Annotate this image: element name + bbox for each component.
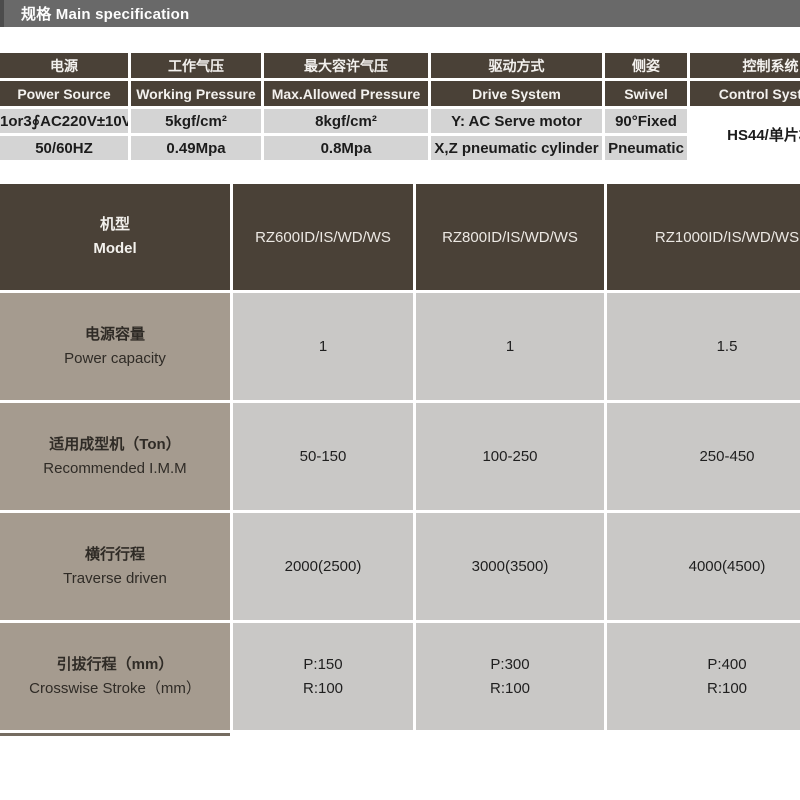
row-label-crosswise-stroke: 引拔行程（mm） Crosswise Stroke（mm）	[0, 623, 230, 730]
row-label-zh: 横行行程	[84, 545, 145, 563]
spec-cell-working-pressure-2: 0.49Mpa	[131, 136, 261, 160]
row-label-en: Traverse driven	[63, 569, 167, 587]
spec-header-row-en: Power Source Working Pressure Max.Allowe…	[0, 81, 800, 106]
spec-header-drive-en: Drive System	[431, 81, 602, 106]
value-imm-rz1000: 250-450	[607, 403, 800, 510]
spec-cell-swivel-1: 90°Fixed	[605, 109, 687, 133]
spec-cell-power-2: 50/60HZ	[0, 136, 128, 160]
spec-data-row-2: 50/60HZ 0.49Mpa 0.8Mpa X,Z pneumatic cyl…	[0, 136, 800, 160]
spec-cell-max-pressure-1: 8kgf/cm²	[264, 109, 428, 133]
spec-cell-power-1: 1or3∮AC220V±10V	[0, 109, 128, 133]
spec-header-row-zh: 电源 工作气压 最大容许气压 驱动方式 侧姿 控制系统	[0, 53, 800, 78]
value-imm-rz600: 50-150	[233, 403, 413, 510]
model-header-label-en: Model	[93, 240, 137, 257]
crosswise-r-value: R:100	[302, 679, 344, 697]
spec-header-control-en: Control System	[690, 81, 800, 106]
section-title: 规格 Main specification	[21, 6, 190, 23]
spec-header-working-pressure-en: Working Pressure	[131, 81, 261, 106]
spec-header-max-pressure-en: Max.Allowed Pressure	[264, 81, 428, 106]
model-row-recommended-imm: 适用成型机（Ton） Recommended I.M.M 50-150 100-…	[0, 403, 800, 510]
spec-header-control-zh: 控制系统	[690, 53, 800, 78]
crosswise-p-value: P:150	[303, 655, 343, 673]
model-header-row: 机型 Model RZ600ID/IS/WD/WS RZ800ID/IS/WD/…	[0, 184, 800, 290]
model-row-power-capacity: 电源容量 Power capacity 1 1 1.5	[0, 293, 800, 400]
spec-header-drive-zh: 驱动方式	[431, 53, 602, 78]
row-label-zh: 适用成型机（Ton）	[49, 435, 181, 453]
value-traverse-rz1000: 4000(4500)	[607, 513, 800, 620]
spec-cell-drive-1: Y: AC Serve motor	[431, 109, 602, 133]
model-row-traverse-driven: 横行行程 Traverse driven 2000(2500) 3000(350…	[0, 513, 800, 620]
model-header-rz1000: RZ1000ID/IS/WD/WS	[607, 184, 800, 290]
spec-cell-working-pressure-1: 5kgf/cm²	[131, 109, 261, 133]
spec-header-working-pressure-zh: 工作气压	[131, 53, 261, 78]
row-label-traverse-driven: 横行行程 Traverse driven	[0, 513, 230, 620]
model-table: 机型 Model RZ600ID/IS/WD/WS RZ800ID/IS/WD/…	[0, 181, 800, 733]
model-row-crosswise-stroke: 引拔行程（mm） Crosswise Stroke（mm） P:150 R:10…	[0, 623, 800, 730]
value-crosswise-rz600: P:150 R:100	[233, 623, 413, 730]
value-traverse-rz800: 3000(3500)	[416, 513, 604, 620]
spec-header-power-en: Power Source	[0, 81, 128, 106]
crosswise-p-value: P:400	[707, 655, 747, 673]
spec-cell-max-pressure-2: 0.8Mpa	[264, 136, 428, 160]
value-power-capacity-rz800: 1	[416, 293, 604, 400]
row-label-en: Recommended I.M.M	[43, 459, 187, 477]
spec-header-swivel-en: Swivel	[605, 81, 687, 106]
row-label-en: Crosswise Stroke（mm）	[29, 679, 201, 697]
row-label-power-capacity: 电源容量 Power capacity	[0, 293, 230, 400]
spec-header-max-pressure-zh: 最大容许气压	[264, 53, 428, 78]
value-traverse-rz600: 2000(2500)	[233, 513, 413, 620]
model-header-label: 机型 Model	[0, 184, 230, 290]
value-crosswise-rz1000: P:400 R:100	[607, 623, 800, 730]
section-header-bar: 规格 Main specification	[0, 0, 800, 27]
spec-cell-drive-2: X,Z pneumatic cylinder	[431, 136, 602, 160]
value-power-capacity-rz600: 1	[233, 293, 413, 400]
cutoff-next-row-sliver	[0, 733, 230, 736]
spec-header-swivel-zh: 侧姿	[605, 53, 687, 78]
value-power-capacity-rz1000: 1.5	[607, 293, 800, 400]
spec-header-power-zh: 电源	[0, 53, 128, 78]
spec-data-row-1: 1or3∮AC220V±10V 5kgf/cm² 8kgf/cm² Y: AC …	[0, 109, 800, 160]
value-imm-rz800: 100-250	[416, 403, 604, 510]
row-label-en: Power capacity	[64, 349, 166, 367]
spec-cell-control-system: HS44/单片机	[690, 109, 800, 160]
crosswise-p-value: P:300	[490, 655, 530, 673]
crosswise-r-value: R:100	[706, 679, 748, 697]
spec-cell-swivel-2: Pneumatic	[605, 136, 687, 160]
row-label-recommended-imm: 适用成型机（Ton） Recommended I.M.M	[0, 403, 230, 510]
row-label-zh: 电源容量	[84, 325, 145, 343]
model-header-rz600: RZ600ID/IS/WD/WS	[233, 184, 413, 290]
crosswise-r-value: R:100	[489, 679, 531, 697]
value-crosswise-rz800: P:300 R:100	[416, 623, 604, 730]
spec-table: 电源 工作气压 最大容许气压 驱动方式 侧姿 控制系统 Power Source…	[0, 50, 800, 163]
row-label-zh: 引拔行程（mm）	[56, 655, 174, 673]
model-header-rz800: RZ800ID/IS/WD/WS	[416, 184, 604, 290]
model-header-label-zh: 机型	[99, 216, 130, 233]
